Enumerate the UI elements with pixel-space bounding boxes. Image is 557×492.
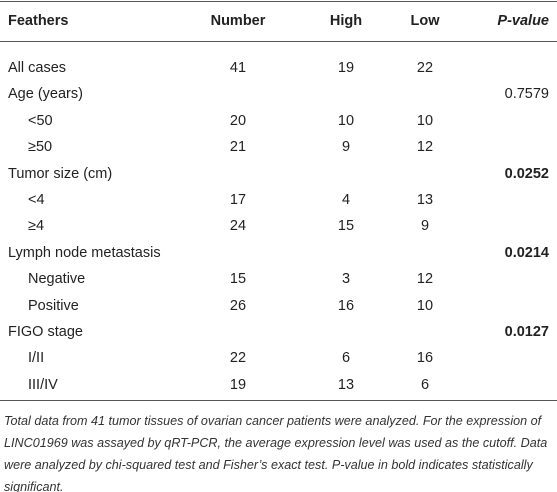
row-label: Positive [28, 297, 79, 314]
cell-value: 22 [229, 350, 247, 367]
cell-value: 15 [229, 271, 247, 288]
row-label: III/IV [28, 376, 58, 393]
cell-value: 3 [341, 271, 351, 288]
cell-value: 0.7579 [504, 86, 549, 103]
column-header: Low [410, 13, 440, 29]
row-label: <4 [28, 192, 45, 208]
top-rule [0, 1, 557, 2]
cell-value: 6 [341, 350, 351, 367]
cell-value: 16 [337, 297, 355, 314]
column-header: P-value [497, 13, 549, 29]
cell-value: 9 [341, 139, 351, 156]
row-label: FIGO stage [8, 324, 83, 340]
row-label: I/II [28, 350, 45, 367]
row-label: ≥50 [28, 139, 53, 156]
cell-value: 15 [337, 218, 355, 235]
cell-value: 10 [416, 297, 434, 314]
column-header: Number [210, 13, 266, 29]
cell-value: 12 [416, 139, 434, 156]
column-header: High [329, 13, 363, 29]
row-label: Tumor size (cm) [8, 165, 113, 182]
cell-value: 19 [337, 60, 355, 76]
cell-value: 17 [229, 192, 247, 208]
bottom-rule [0, 400, 557, 401]
cell-value: 6 [420, 376, 430, 393]
cell-value: 19 [229, 376, 247, 393]
cell-value: 0.0214 [504, 244, 549, 261]
cell-value: 22 [416, 60, 434, 76]
cell-value: 0.0127 [504, 324, 549, 340]
cell-value: 21 [229, 139, 247, 156]
cell-value: 9 [420, 218, 430, 235]
cell-value: 16 [416, 350, 434, 367]
cell-value: 26 [229, 297, 247, 314]
row-label: Negative [28, 271, 86, 288]
cell-value: 13 [416, 192, 434, 208]
cell-value: 10 [416, 112, 434, 129]
row-label: Age (years) [8, 86, 83, 103]
row-label: ≥4 [28, 218, 45, 235]
column-header: Feathers [8, 13, 69, 29]
cell-value: 12 [416, 271, 434, 288]
cell-value: 20 [229, 112, 247, 129]
cell-value: 41 [229, 60, 247, 76]
footnote: Total data from 41 tumor tissues of ovar… [4, 414, 548, 492]
header-rule [0, 41, 557, 42]
cell-value: 13 [337, 376, 355, 393]
cell-value: 0.0252 [504, 165, 549, 182]
row-label: All cases [8, 60, 67, 76]
cell-value: 4 [341, 192, 351, 208]
row-label: <50 [28, 112, 53, 129]
cell-value: 10 [337, 112, 355, 129]
cell-value: 24 [229, 218, 247, 235]
row-label: Lymph node metastasis [8, 244, 161, 261]
